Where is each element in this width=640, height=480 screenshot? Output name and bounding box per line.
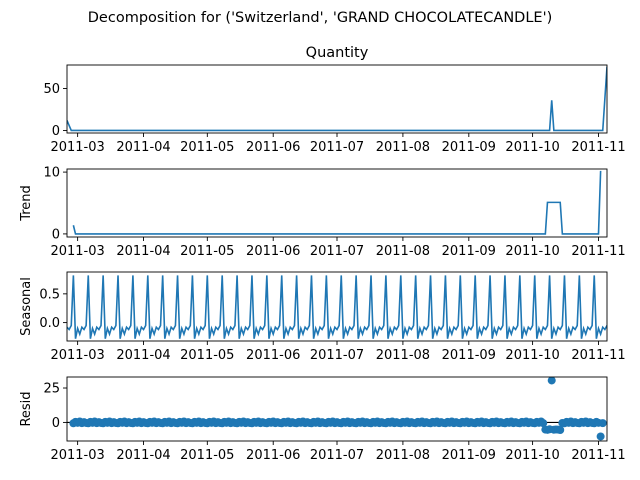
x-tick-label: 2011-08 — [376, 348, 430, 363]
x-tick-label: 2011-10 — [505, 348, 559, 363]
plot-area — [67, 377, 607, 441]
x-tick-label: 2011-09 — [442, 244, 496, 259]
x-tick-label: 2011-11 — [571, 348, 625, 363]
y-axis-label: Resid — [19, 391, 34, 426]
x-tick-label: 2011-03 — [50, 348, 104, 363]
axes-frame — [66, 376, 608, 442]
plot-area — [67, 275, 607, 339]
x-tick-label: 2011-07 — [310, 448, 364, 463]
x-tick-label: 2011-06 — [246, 448, 300, 463]
x-tick-label: 2011-05 — [180, 244, 234, 259]
x-tick-label: 2011-03 — [50, 448, 104, 463]
x-tick-label: 2011-03 — [50, 140, 104, 155]
axes-frame — [66, 168, 608, 238]
panel-4: 2011-03 2011-04 2011-05 2011-06 2011-07 2011-… — [19, 376, 626, 463]
y-tick-label: 50 — [43, 82, 60, 97]
x-tick-label: 2011-07 — [310, 140, 364, 155]
x-tick-label: 2011-08 — [376, 448, 430, 463]
y-tick-label: 0.0 — [39, 316, 60, 331]
y-axis-label: Seasonal — [19, 277, 34, 336]
panel-3: 2011-03 2011-04 2011-05 2011-06 2011-07 2011-… — [19, 271, 626, 363]
y-tick-label: 10 — [43, 166, 60, 181]
y-tick-label: 0.5 — [39, 287, 60, 302]
x-tick-label: 2011-04 — [116, 244, 170, 259]
x-tick-label: 2011-07 — [310, 348, 364, 363]
x-tick-label: 2011-06 — [246, 348, 300, 363]
y-tick-label: 0 — [52, 416, 60, 431]
series-line — [72, 170, 602, 235]
panel-2: 2011-03 2011-04 2011-05 2011-06 2011-07 2011-… — [19, 166, 626, 259]
x-tick-label: 2011-09 — [442, 348, 496, 363]
x-tick-label: 2011-10 — [505, 140, 559, 155]
x-tick-label: 2011-05 — [180, 140, 234, 155]
x-tick-label: 2011-10 — [505, 244, 559, 259]
resid-point — [596, 432, 605, 441]
resid-point — [556, 425, 565, 434]
x-tick-label: 2011-03 — [50, 244, 104, 259]
plot-area — [72, 170, 602, 235]
x-tick-label: 2011-08 — [376, 244, 430, 259]
x-tick-label: 2011-04 — [116, 348, 170, 363]
axes-frame — [66, 64, 608, 134]
x-tick-label: 2011-11 — [571, 244, 625, 259]
x-tick-label: 2011-10 — [505, 448, 559, 463]
x-tick-label: 2011-09 — [442, 448, 496, 463]
seasonal-line — [67, 275, 607, 339]
x-tick-label: 2011-04 — [116, 140, 170, 155]
x-tick-label: 2011-11 — [571, 448, 625, 463]
resid-point — [547, 377, 556, 385]
panel-1: 2011-03 2011-04 2011-05 2011-06 2011-07 2011-… — [43, 45, 625, 155]
x-tick-label: 2011-08 — [376, 140, 430, 155]
plot-area — [67, 66, 607, 132]
y-axis-label: Trend — [19, 185, 34, 222]
x-tick-label: 2011-05 — [180, 448, 234, 463]
y-tick-label: 0 — [52, 124, 60, 139]
x-tick-label: 2011-09 — [442, 140, 496, 155]
resid-point — [598, 419, 607, 428]
x-tick-label: 2011-05 — [180, 348, 234, 363]
y-tick-label: 25 — [43, 382, 60, 397]
y-tick-label: 0 — [52, 227, 60, 242]
resid-point — [539, 419, 548, 428]
x-tick-label: 2011-11 — [571, 140, 625, 155]
figure-suptitle: Decomposition for ('Switzerland', 'GRAND… — [88, 10, 552, 26]
x-tick-label: 2011-07 — [310, 244, 364, 259]
x-tick-label: 2011-04 — [116, 448, 170, 463]
x-tick-label: 2011-06 — [246, 244, 300, 259]
panel-title: Quantity — [306, 45, 369, 61]
series-line — [67, 66, 607, 132]
x-tick-label: 2011-06 — [246, 140, 300, 155]
